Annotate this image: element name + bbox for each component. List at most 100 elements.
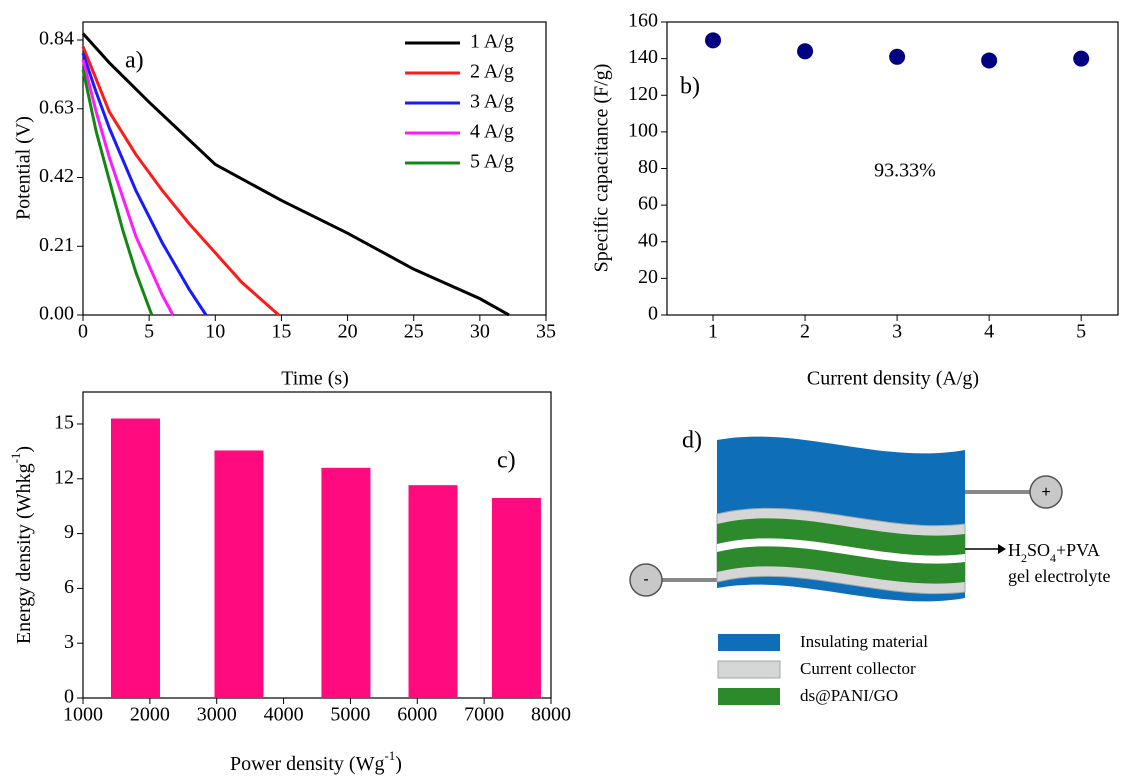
y-tick-label: 160 [628,10,658,32]
y-axis-label: Energy density (Whkg-1) [8,446,34,644]
x-tick-label: 7000 [464,704,504,726]
text-part: Power density (Wg [230,753,384,775]
legend-swatch [718,634,780,651]
legend-label: Insulating material [800,632,928,651]
legend-label: Current collector [800,659,916,678]
x-tick-label: 0 [78,321,88,343]
bar [214,450,264,698]
x-tick-label: 4 [984,321,994,343]
plot-frame [82,21,547,316]
x-tick-label: 2 [800,321,810,343]
y-tick-label: 20 [638,266,658,288]
electrolyte-label: H2SO4+PVA [1008,540,1100,565]
diagram: d) + - H2SO4+PVA gel electrolyte Insulat… [629,428,1110,705]
x-tick-label: 20 [338,321,358,343]
terminal [1029,475,1063,509]
terminal-label: - [643,571,648,588]
x-tick-label: 30 [470,321,490,343]
legend-label: 5 A/g [470,151,514,173]
y-tick-label: 0 [64,686,74,708]
electrolyte-layer [717,538,965,564]
y-tick-label: 60 [638,193,658,215]
y-tick-label: 0.00 [39,303,74,325]
y-tick-label: 80 [638,156,658,178]
bar [408,485,458,698]
y-tick-label: 15 [54,412,74,434]
legend-label: ds@PANI/GO [800,686,898,705]
y-tick-label: 3 [64,631,74,653]
legend-swatch [717,660,781,679]
point [889,48,906,65]
text-part: Energy density (Whkg [13,463,35,644]
x-tick-label: 8000 [531,704,571,726]
legend-label: 2 A/g [470,61,514,83]
annotation: 93.33% [874,160,936,182]
text-part: ) [395,753,402,775]
electrolyte-note: gel electrolyte [1008,566,1110,586]
annotation: a) [125,48,144,74]
text-part: 4 [1050,551,1056,565]
y-tick-label: 100 [628,119,658,141]
point [797,43,814,60]
text-part: +PVA [1056,540,1100,560]
y-axis-label: Potential (V) [13,116,35,220]
legend-label: 3 A/g [470,91,514,113]
x-tick-label: 15 [271,321,291,343]
plot-frame [82,391,552,699]
y-tick-label: 140 [628,46,658,68]
x-tick-label: 35 [536,321,556,343]
y-tick-label: 6 [64,576,74,598]
x-tick-label: 6000 [397,704,437,726]
y-tick-label: 9 [64,521,74,543]
line-series [81,32,510,317]
x-axis-label: Time (s) [281,368,349,390]
text-part: 2 [1021,551,1027,565]
point [705,32,722,49]
terminal-label: + [1041,484,1050,501]
x-tick-label: 25 [404,321,424,343]
text-part: -1 [8,453,23,464]
y-tick-label: 0 [648,303,658,325]
y-tick-label: 40 [638,229,658,251]
terminal [629,563,663,597]
text-part: -1 [384,748,395,763]
text-part: H [1008,540,1021,560]
line-series [81,52,208,316]
legend-label: 4 A/g [470,121,514,143]
x-tick-label: 3 [892,321,902,343]
y-tick-label: 0.42 [39,165,74,187]
x-tick-label: 10 [205,321,225,343]
point [1073,50,1090,67]
y-tick-label: 0.21 [39,234,74,256]
x-tick-label: 1 [708,321,718,343]
line-series [81,45,280,317]
x-tick-label: 1000 [63,704,103,726]
arrow-head [998,544,1006,554]
bar [321,467,371,698]
text-part: ) [13,446,35,453]
y-tick-label: 0.63 [39,96,74,118]
y-axis-label: Specific capacitance (F/g) [591,64,613,273]
legend-swatch [718,688,780,705]
x-tick-label: 5000 [330,704,370,726]
line-series [81,69,154,316]
x-tick-label: 4000 [264,704,304,726]
bar [491,497,541,698]
annotation: c) [497,448,516,474]
annotation: b) [680,74,700,100]
x-axis-label: Power density (Wg-1) [230,748,402,774]
point [981,52,998,69]
panel-label: d) [682,428,702,454]
legend-label: 1 A/g [470,31,514,53]
y-tick-label: 120 [628,83,658,105]
x-tick-label: 2000 [130,704,170,726]
x-tick-label: 5 [144,321,154,343]
line-series [81,59,175,316]
x-tick-label: 5 [1076,321,1086,343]
bar [110,418,160,698]
text-part: SO [1027,540,1050,560]
y-tick-label: 12 [54,466,74,488]
x-tick-label: 3000 [197,704,237,726]
y-tick-label: 0.84 [39,28,74,50]
